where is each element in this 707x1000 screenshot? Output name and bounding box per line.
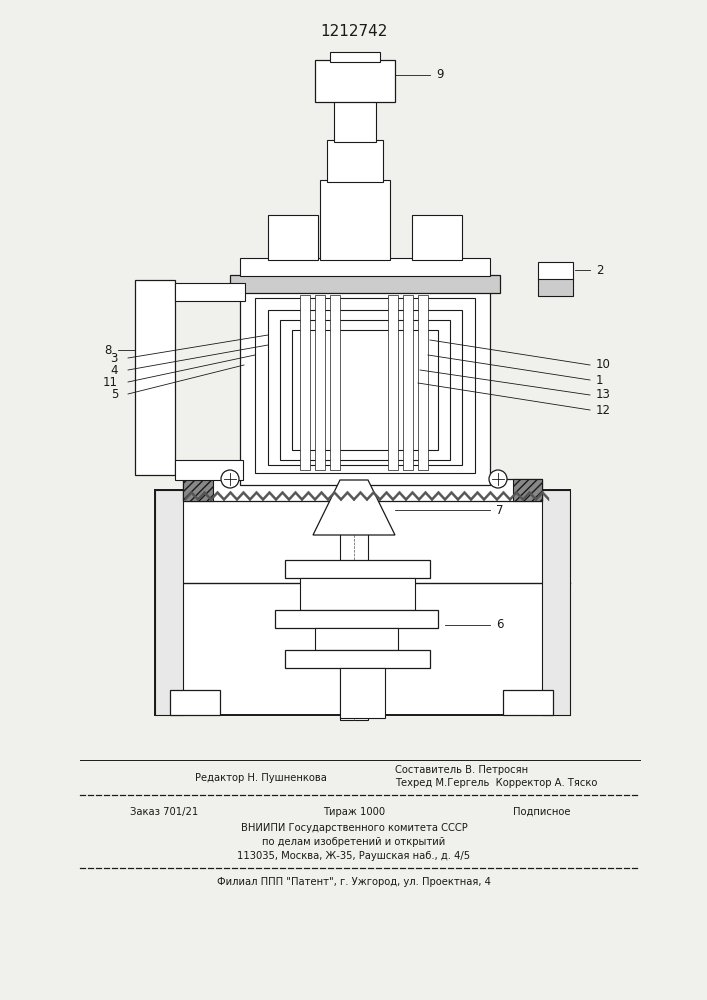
Polygon shape [302, 491, 315, 501]
Text: Тираж 1000: Тираж 1000 [323, 807, 385, 817]
Polygon shape [367, 491, 380, 501]
Text: Филиал ППП "Патент", г. Ужгород, ул. Проектная, 4: Филиал ППП "Патент", г. Ужгород, ул. Про… [217, 877, 491, 887]
Bar [175, 460, 243, 480]
Bar [135, 280, 175, 475]
Text: 6: 6 [496, 618, 503, 632]
Bar [183, 479, 542, 501]
Text: 7: 7 [496, 504, 503, 516]
Bar [503, 690, 553, 715]
Text: 1: 1 [596, 373, 604, 386]
Text: 13: 13 [596, 388, 611, 401]
Bar [340, 668, 385, 718]
Polygon shape [237, 491, 250, 501]
Polygon shape [484, 491, 497, 501]
Polygon shape [224, 491, 237, 501]
Bar [315, 628, 398, 650]
Polygon shape [523, 491, 536, 501]
Bar [183, 479, 213, 501]
Bar [268, 215, 318, 260]
Bar [327, 140, 383, 182]
Polygon shape [313, 480, 395, 535]
Polygon shape [211, 491, 224, 501]
Text: 2: 2 [596, 263, 604, 276]
Bar [403, 295, 413, 470]
Bar [538, 262, 573, 279]
Polygon shape [354, 491, 367, 501]
Circle shape [221, 470, 239, 488]
Bar [275, 610, 438, 628]
Text: 12: 12 [596, 403, 611, 416]
Text: Заказ 701/21: Заказ 701/21 [130, 807, 198, 817]
Polygon shape [419, 491, 432, 501]
Circle shape [489, 470, 507, 488]
Polygon shape [393, 491, 406, 501]
Bar [300, 578, 415, 610]
Text: Подписное: Подписное [513, 807, 570, 817]
Polygon shape [315, 491, 328, 501]
Text: 9: 9 [436, 68, 443, 82]
Text: 8: 8 [105, 344, 112, 357]
Polygon shape [497, 491, 510, 501]
Polygon shape [445, 491, 458, 501]
Text: 10: 10 [596, 359, 611, 371]
Bar [240, 258, 490, 276]
Bar [513, 479, 542, 501]
Bar [300, 295, 310, 470]
Polygon shape [185, 491, 198, 501]
Bar [268, 310, 462, 465]
Text: 5: 5 [110, 387, 118, 400]
Bar [175, 283, 245, 301]
Bar [542, 490, 570, 715]
Text: по делам изобретений и открытий: по делам изобретений и открытий [262, 837, 445, 847]
Bar [538, 278, 573, 296]
Text: 113035, Москва, Ж-35, Раушская наб., д. 4/5: 113035, Москва, Ж-35, Раушская наб., д. … [238, 851, 471, 861]
Polygon shape [432, 491, 445, 501]
Text: ВНИИПИ Государственного комитета СССР: ВНИИПИ Государственного комитета СССР [240, 823, 467, 833]
Polygon shape [536, 491, 549, 501]
Bar [412, 215, 462, 260]
Bar [170, 690, 220, 715]
Text: Составитель В. Петросян: Составитель В. Петросян [395, 765, 528, 775]
Polygon shape [458, 491, 471, 501]
Text: 3: 3 [110, 352, 118, 364]
Bar [388, 295, 398, 470]
Bar [320, 180, 390, 260]
Polygon shape [380, 491, 393, 501]
Polygon shape [250, 491, 263, 501]
Polygon shape [471, 491, 484, 501]
Bar [330, 295, 340, 470]
Bar [418, 295, 428, 470]
Text: 4: 4 [110, 363, 118, 376]
Polygon shape [276, 491, 289, 501]
Text: Редактор Н. Пушненкова: Редактор Н. Пушненкова [195, 773, 327, 783]
Polygon shape [406, 491, 419, 501]
Text: 11: 11 [103, 375, 118, 388]
Bar [240, 285, 490, 485]
Bar [285, 560, 430, 578]
Bar [155, 490, 183, 715]
Bar [315, 60, 395, 102]
Polygon shape [341, 491, 354, 501]
Text: 1212742: 1212742 [320, 24, 387, 39]
Polygon shape [289, 491, 302, 501]
Polygon shape [510, 491, 523, 501]
Bar [155, 490, 570, 715]
Bar [330, 52, 380, 62]
Bar [285, 650, 430, 668]
Bar [315, 295, 325, 470]
Bar [230, 275, 500, 293]
Polygon shape [198, 491, 211, 501]
Bar [280, 320, 450, 460]
Bar [334, 100, 376, 142]
Bar [340, 350, 368, 720]
Bar [255, 298, 475, 473]
Text: Техред М.Гергель  Корректор А. Тяско: Техред М.Гергель Корректор А. Тяско [395, 778, 597, 788]
Polygon shape [328, 491, 341, 501]
Polygon shape [263, 491, 276, 501]
Bar [292, 330, 438, 450]
